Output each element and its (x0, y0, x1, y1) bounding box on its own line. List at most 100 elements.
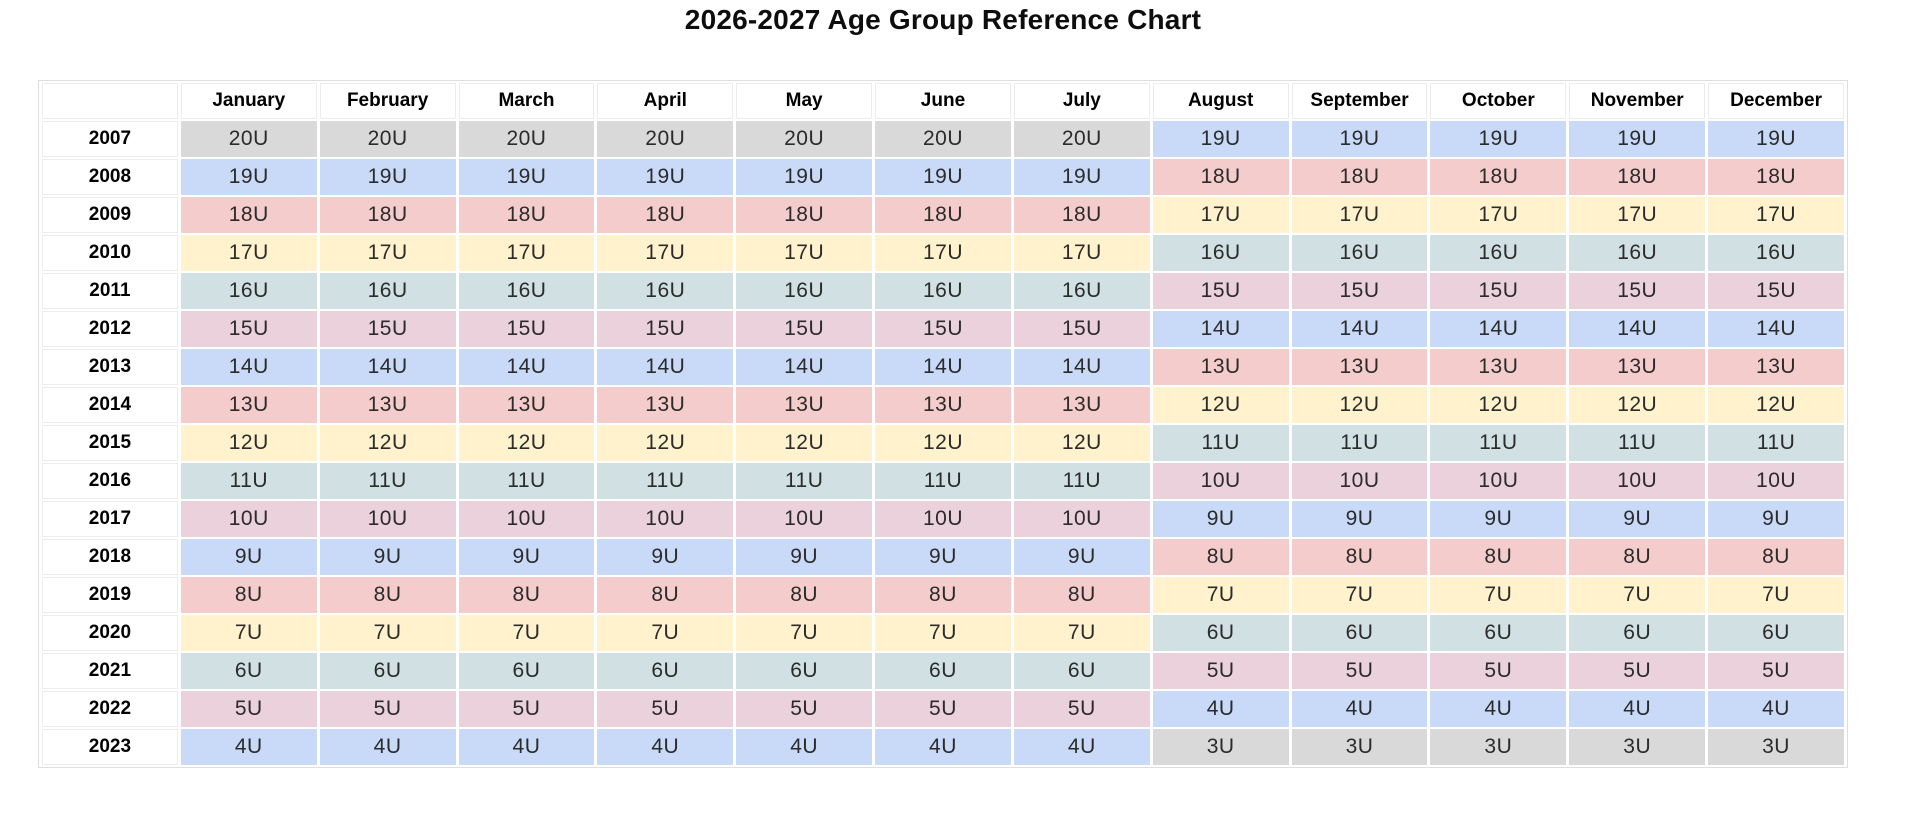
age-cell-2016-june: 11U (875, 463, 1011, 499)
age-cell-2007-may: 20U (736, 121, 873, 157)
table-row-2017: 2017 10U 10U 10U 10U 10U 10U 10U 9U 9U 9U 9U 9U (42, 501, 1844, 537)
age-cell-2008-april: 19U (597, 159, 734, 195)
year-header-2017: 2017 (42, 501, 178, 537)
year-header-2015: 2015 (42, 425, 178, 461)
age-cell-2012-september: 14U (1291, 311, 1428, 347)
age-cell-2009-july: 18U (1013, 197, 1150, 233)
age-cell-2022-september: 4U (1291, 691, 1428, 727)
age-cell-2007-february: 20U (319, 121, 456, 157)
age-cell-2011-december: 15U (1708, 273, 1844, 309)
month-header-february: February (319, 83, 456, 119)
age-cell-2018-july: 9U (1013, 539, 1150, 575)
age-cell-2018-august: 8U (1152, 539, 1289, 575)
age-cell-2021-october: 5U (1430, 653, 1567, 689)
age-cell-2020-november: 6U (1569, 615, 1706, 651)
age-cell-2019-july: 8U (1013, 577, 1150, 613)
age-cell-2011-march: 16U (458, 273, 595, 309)
age-cell-2016-march: 11U (458, 463, 595, 499)
age-cell-2013-may: 14U (736, 349, 873, 385)
age-cell-2023-september: 3U (1291, 729, 1428, 765)
age-cell-2009-september: 17U (1291, 197, 1428, 233)
age-cell-2019-april: 8U (597, 577, 734, 613)
age-cell-2014-january: 13U (180, 387, 317, 423)
age-cell-2015-november: 11U (1569, 425, 1706, 461)
age-cell-2009-january: 18U (180, 197, 317, 233)
month-header-january: January (180, 83, 317, 119)
age-cell-2011-july: 16U (1013, 273, 1150, 309)
age-cell-2012-may: 15U (736, 311, 873, 347)
age-cell-2013-august: 13U (1152, 349, 1289, 385)
age-cell-2008-august: 18U (1152, 159, 1289, 195)
age-cell-2017-november: 9U (1569, 501, 1706, 537)
age-cell-2008-january: 19U (180, 159, 317, 195)
age-cell-2009-may: 18U (736, 197, 873, 233)
age-cell-2010-march: 17U (458, 235, 595, 271)
age-cell-2010-may: 17U (736, 235, 873, 271)
age-cell-2007-november: 19U (1569, 121, 1706, 157)
age-cell-2015-july: 12U (1013, 425, 1150, 461)
age-table-container: January February March April May June July Augu… (38, 80, 1848, 768)
age-cell-2020-june: 7U (875, 615, 1011, 651)
age-cell-2010-february: 17U (319, 235, 456, 271)
age-cell-2011-september: 15U (1291, 273, 1428, 309)
age-cell-2015-february: 12U (319, 425, 456, 461)
page-title: 2026-2027 Age Group Reference Chart (684, 4, 1202, 35)
age-cell-2008-march: 19U (458, 159, 595, 195)
age-cell-2012-august: 14U (1152, 311, 1289, 347)
age-cell-2008-february: 19U (319, 159, 456, 195)
age-cell-2011-january: 16U (180, 273, 317, 309)
age-cell-2020-october: 6U (1430, 615, 1567, 651)
age-cell-2014-december: 12U (1708, 387, 1844, 423)
age-cell-2022-february: 5U (319, 691, 456, 727)
age-cell-2023-november: 3U (1569, 729, 1706, 765)
header-row: January February March April May June July Augu… (42, 83, 1844, 119)
age-cell-2021-march: 6U (458, 653, 595, 689)
age-cell-2019-september: 7U (1291, 577, 1428, 613)
age-cell-2012-april: 15U (597, 311, 734, 347)
age-cell-2011-october: 15U (1430, 273, 1567, 309)
age-cell-2017-february: 10U (319, 501, 456, 537)
age-cell-2019-november: 7U (1569, 577, 1706, 613)
month-header-august: August (1152, 83, 1289, 119)
age-cell-2012-january: 15U (180, 311, 317, 347)
age-cell-2010-january: 17U (180, 235, 317, 271)
age-cell-2017-january: 10U (180, 501, 317, 537)
age-cell-2021-september: 5U (1291, 653, 1428, 689)
age-cell-2018-september: 8U (1291, 539, 1428, 575)
age-cell-2013-july: 14U (1013, 349, 1150, 385)
age-cell-2016-february: 11U (319, 463, 456, 499)
table-row-2022: 2022 5U 5U 5U 5U 5U 5U 5U 4U 4U 4U 4U 4U (42, 691, 1844, 727)
age-cell-2016-january: 11U (180, 463, 317, 499)
age-cell-2020-july: 7U (1013, 615, 1150, 651)
age-cell-2021-april: 6U (597, 653, 734, 689)
age-cell-2013-april: 14U (597, 349, 734, 385)
age-cell-2010-september: 16U (1291, 235, 1428, 271)
age-cell-2017-september: 9U (1291, 501, 1428, 537)
age-cell-2023-june: 4U (875, 729, 1011, 765)
table-row-2007: 2007 20U 20U 20U 20U 20U 20U 20U 19U 19U 19U 19U 19U (42, 121, 1844, 157)
age-cell-2007-march: 20U (458, 121, 595, 157)
year-header-2020: 2020 (42, 615, 178, 651)
age-cell-2008-july: 19U (1013, 159, 1150, 195)
age-cell-2010-october: 16U (1430, 235, 1567, 271)
age-cell-2023-december: 3U (1708, 729, 1844, 765)
age-cell-2010-november: 16U (1569, 235, 1706, 271)
age-cell-2022-november: 4U (1569, 691, 1706, 727)
month-header-march: March (458, 83, 595, 119)
age-cell-2013-january: 14U (180, 349, 317, 385)
table-row-2019: 2019 8U 8U 8U 8U 8U 8U 8U 7U 7U 7U 7U 7U (42, 577, 1844, 613)
age-cell-2013-december: 13U (1708, 349, 1844, 385)
age-cell-2018-january: 9U (180, 539, 317, 575)
age-cell-2020-august: 6U (1152, 615, 1289, 651)
age-cell-2022-july: 5U (1013, 691, 1150, 727)
month-header-november: November (1569, 83, 1706, 119)
year-header-2011: 2011 (42, 273, 178, 309)
age-cell-2007-july: 20U (1013, 121, 1150, 157)
age-cell-2015-january: 12U (180, 425, 317, 461)
age-cell-2021-august: 5U (1152, 653, 1289, 689)
age-cell-2011-february: 16U (319, 273, 456, 309)
age-cell-2018-may: 9U (736, 539, 873, 575)
age-cell-2023-october: 3U (1430, 729, 1567, 765)
age-cell-2013-november: 13U (1569, 349, 1706, 385)
age-cell-2020-april: 7U (597, 615, 734, 651)
